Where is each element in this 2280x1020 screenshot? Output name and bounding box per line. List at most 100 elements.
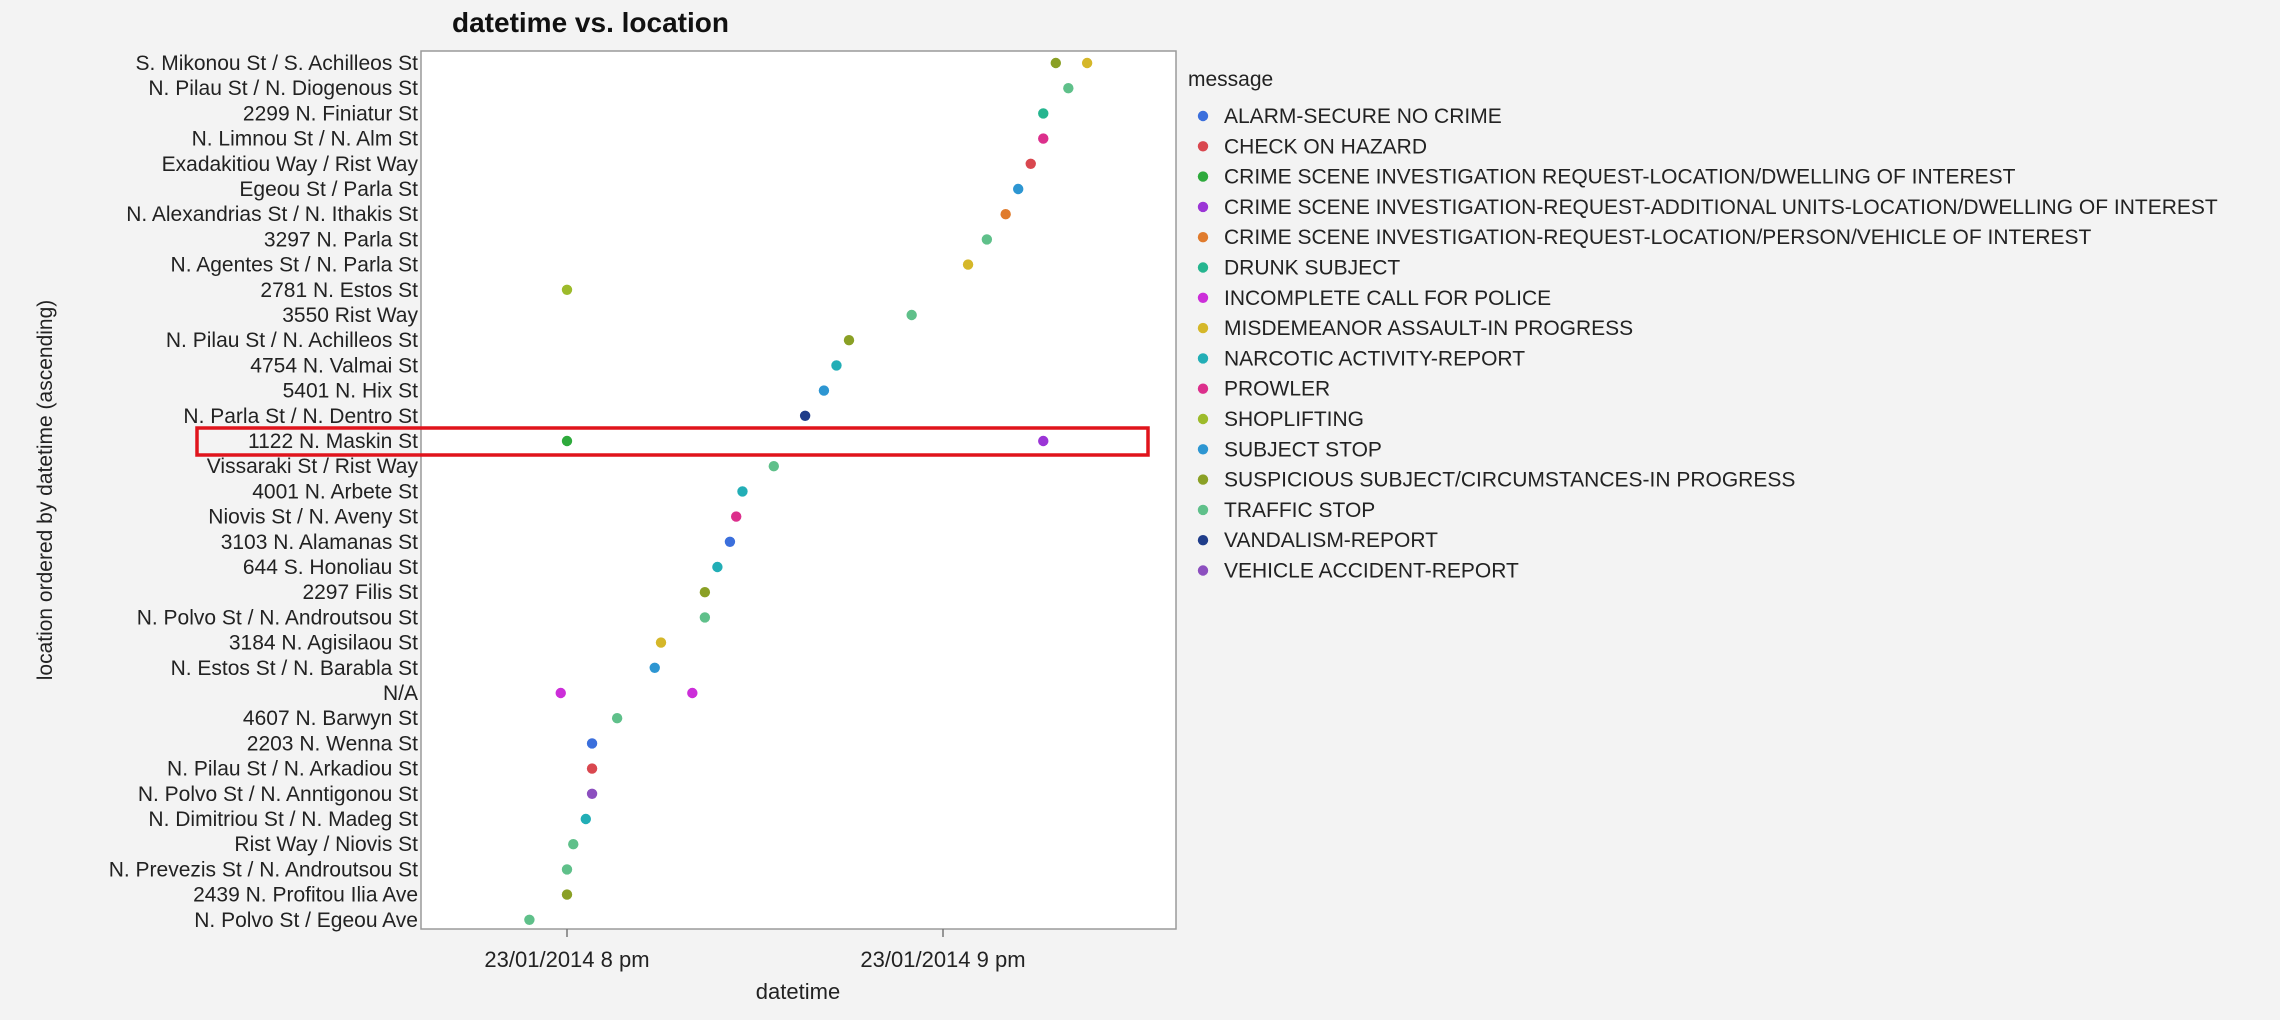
y-tick-label: 3297 N. Parla St — [264, 228, 418, 251]
data-point — [1038, 133, 1049, 144]
y-tick-label: N. Pilau St / N. Arkadiou St — [167, 758, 418, 781]
y-tick-label: 5401 N. Hix St — [283, 380, 419, 403]
legend-marker — [1197, 444, 1209, 455]
y-tick-label: N. Estos St / N. Barabla St — [171, 657, 419, 680]
legend-title: message — [1188, 68, 1273, 91]
data-point — [586, 738, 598, 749]
data-point — [586, 763, 598, 774]
y-tick-label: Exadakitiou Way / Rist Way — [162, 153, 419, 176]
y-tick-label: 4001 N. Arbete St — [252, 480, 418, 503]
y-tick-label: 4754 N. Valmai St — [250, 354, 418, 377]
data-point — [1038, 435, 1049, 447]
data-point — [699, 612, 711, 623]
highlight-box — [195, 426, 1150, 457]
legend-label: TRAFFIC STOP — [1224, 499, 1375, 522]
data-point — [906, 309, 917, 321]
y-tick-label: 3103 N. Alamanas St — [221, 531, 418, 554]
legend-label: INCOMPLETE CALL FOR POLICE — [1224, 287, 1551, 310]
y-tick-label: 2781 N. Estos St — [260, 279, 418, 302]
data-point — [524, 914, 535, 925]
data-point — [1013, 183, 1024, 195]
legend-label: NARCOTIC ACTIVITY-REPORT — [1224, 347, 1525, 370]
legend-label: CHECK ON HAZARD — [1224, 135, 1427, 158]
legend-marker — [1197, 383, 1209, 394]
y-tick-label: N. Parla St / N. Dentro St — [183, 405, 418, 428]
y-tick-label: N. Dimitriou St / N. Madeg St — [148, 808, 418, 831]
y-tick-label: N. Prevezis St / N. Androutsou St — [109, 858, 418, 881]
y-tick-label: N. Pilau St / N. Achilleos St — [166, 329, 418, 352]
y-tick-label: 2297 Filis St — [302, 581, 418, 604]
data-point — [561, 889, 573, 900]
y-tick-label: Niovis St / N. Aveny St — [208, 506, 418, 529]
legend-marker — [1197, 322, 1209, 334]
legend-label: SUSPICIOUS SUBJECT/CIRCUMSTANCES-IN PROG… — [1224, 469, 1795, 492]
data-point — [687, 687, 698, 699]
highlight-layer — [195, 426, 1150, 457]
x-tick-label: 23/01/2014 9 pm — [860, 947, 1025, 972]
y-tick-label: N. Polvo St / N. Androutsou St — [137, 606, 418, 629]
y-tick-label: 2203 N. Wenna St — [247, 732, 418, 755]
legend-label: SHOPLIFTING — [1224, 408, 1364, 431]
legend-marker — [1197, 504, 1209, 516]
data-point — [561, 435, 573, 447]
y-axis-label: location ordered by datetime (ascending) — [34, 300, 57, 681]
legend-label: PROWLER — [1224, 378, 1330, 401]
y-tick-label: N. Limnou St / N. Alm St — [192, 128, 419, 151]
legend-label: ALARM-SECURE NO CRIME — [1224, 105, 1502, 128]
data-point — [1063, 83, 1074, 94]
y-axis-labels: S. Mikonou St / S. Achilleos StN. Pilau … — [109, 52, 419, 932]
y-tick-label: 3550 Rist Way — [282, 304, 418, 327]
legend-marker — [1197, 565, 1209, 576]
x-axis: 23/01/2014 8 pm 23/01/2014 9 pm — [484, 929, 1026, 972]
data-point — [981, 234, 993, 245]
data-point — [555, 687, 566, 699]
y-tick-label: N. Pilau St / N. Diogenous St — [148, 77, 418, 100]
data-point — [731, 511, 742, 522]
legend-marker — [1197, 535, 1209, 546]
y-tick-label: 2439 N. Profitou Ilia Ave — [193, 884, 418, 907]
y-tick-label: N. Alexandrias St / N. Ithakis St — [126, 203, 418, 226]
y-tick-label: N. Agentes St / N. Parla St — [171, 254, 419, 277]
data-point — [1000, 209, 1011, 220]
y-tick-label: 4607 N. Barwyn St — [243, 707, 418, 730]
data-point — [818, 385, 830, 396]
data-point — [831, 360, 842, 371]
y-tick-label: Vissaraki St / Rist Way — [207, 455, 419, 478]
legend-marker — [1197, 171, 1209, 182]
y-tick-label: 3184 N. Agisilaou St — [229, 632, 418, 655]
legend-label: VEHICLE ACCIDENT-REPORT — [1224, 560, 1519, 583]
legend-label: CRIME SCENE INVESTIGATION-REQUEST-ADDITI… — [1224, 196, 2218, 219]
plot-area — [420, 50, 1177, 930]
data-points — [524, 57, 1093, 925]
y-tick-label: N. Polvo St / Egeou Ave — [194, 909, 418, 932]
data-point — [724, 536, 736, 547]
data-point — [655, 637, 667, 648]
data-point — [1081, 57, 1093, 69]
legend-marker — [1197, 262, 1209, 273]
data-point — [712, 561, 723, 573]
data-point — [580, 813, 591, 825]
data-point — [799, 410, 811, 421]
data-point — [586, 788, 598, 799]
y-tick-label: N/A — [383, 682, 418, 705]
data-point — [699, 587, 711, 598]
legend-label: DRUNK SUBJECT — [1224, 257, 1400, 280]
legend-marker — [1197, 292, 1209, 303]
data-point — [737, 486, 748, 497]
y-tick-label: Egeou St / Parla St — [239, 178, 418, 201]
legend-marker — [1197, 353, 1209, 364]
legend: ALARM-SECURE NO CRIME CHECK ON HAZARD CRIM… — [1197, 105, 2218, 583]
data-point — [561, 284, 573, 295]
y-tick-label: 2299 N. Finiatur St — [243, 102, 418, 125]
legend-label: CRIME SCENE INVESTIGATION REQUEST-LOCATI… — [1224, 166, 2016, 189]
data-point — [962, 259, 974, 270]
x-axis-label: datetime — [756, 979, 840, 1004]
data-point — [1025, 158, 1036, 169]
legend-marker — [1197, 141, 1209, 152]
y-tick-label: S. Mikonou St / S. Achilleos St — [136, 52, 419, 75]
data-point — [611, 713, 623, 724]
data-point — [1038, 108, 1049, 119]
legend-label: SUBJECT STOP — [1224, 438, 1382, 461]
